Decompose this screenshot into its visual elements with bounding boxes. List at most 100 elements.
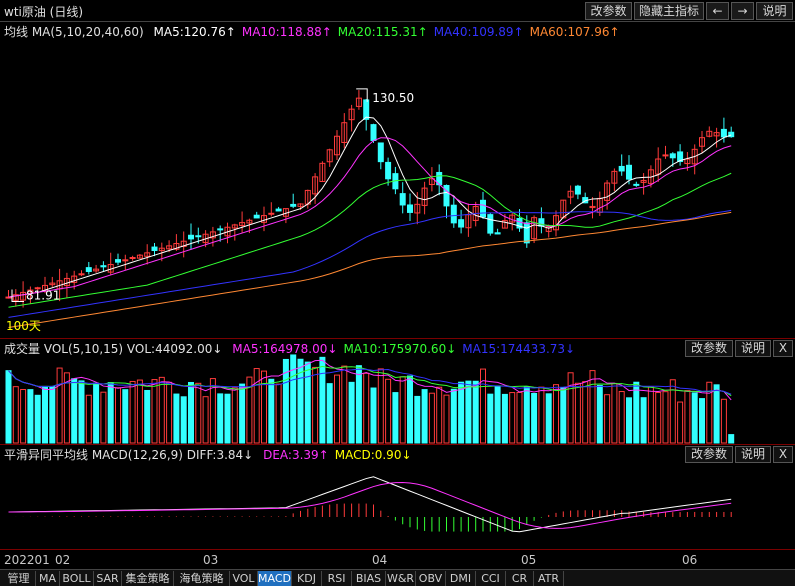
volume-bar: [63, 372, 70, 444]
candle-body: [669, 153, 676, 159]
tab-cr[interactable]: CR: [506, 571, 534, 586]
candle-body: [151, 246, 158, 252]
title-bar: wti原油 (日线) 改参数 隐藏主指标 ← → 说明: [0, 0, 795, 22]
change-params-button[interactable]: 改参数: [585, 2, 632, 20]
tab-boll[interactable]: BOLL: [60, 571, 94, 586]
tab-sar[interactable]: SAR: [94, 571, 122, 586]
candle-body: [363, 99, 370, 120]
candle-body: [239, 222, 246, 226]
low-price-label: 81.91: [26, 288, 60, 302]
tab-ma[interactable]: MA: [36, 571, 60, 586]
macd-legend-prefix: 平滑异同平均线 MACD(12,26,9) DIFF:3.84↓: [4, 448, 254, 462]
volume-bar: [728, 434, 735, 444]
volume-bar: [604, 394, 611, 444]
volume-bar: [531, 392, 538, 444]
volume-bar: [487, 393, 494, 444]
tab-wr[interactable]: W&R: [386, 571, 416, 586]
ma-legend-item-0: MA5:120.76↑: [153, 25, 236, 39]
candle-body: [728, 131, 735, 138]
candle-body: [158, 247, 165, 252]
candle-body: [626, 164, 632, 180]
macd-legend-item-1: MACD:0.90↓: [334, 448, 412, 462]
candle-body: [12, 294, 19, 301]
volume-bar: [115, 387, 121, 444]
volume-bar: [684, 390, 691, 444]
macd-close-icon[interactable]: X: [773, 446, 793, 463]
volume-bar: [56, 367, 63, 444]
macd-change-params-button[interactable]: 改参数: [685, 446, 733, 463]
candle-body: [377, 142, 384, 163]
volume-bar: [261, 370, 267, 444]
volume-panel: 成交量 VOL(5,10,15) VOL:44092.00↓ MA5:16497…: [0, 339, 795, 445]
tab-dmi[interactable]: DMI: [446, 571, 476, 586]
volume-bar: [341, 365, 348, 444]
volume-bar: [399, 376, 406, 444]
tab-vol[interactable]: VOL: [230, 571, 258, 586]
vol-ma15-line: [8, 368, 732, 395]
candle-body: [604, 182, 611, 201]
candle-body: [348, 108, 355, 121]
candle-body: [49, 282, 56, 286]
vol-close-icon[interactable]: X: [773, 340, 793, 357]
vol-change-params-button[interactable]: 改参数: [685, 340, 733, 357]
candle-body: [93, 268, 100, 272]
candle-body: [319, 162, 326, 182]
candle-body: [531, 217, 538, 240]
axis-label: 05: [521, 553, 537, 567]
candle-body: [136, 254, 143, 259]
macd-legend-item-0: DEA:3.39↑: [263, 448, 329, 462]
candle-body: [421, 187, 428, 206]
candle-body: [195, 235, 202, 238]
candle-body: [640, 180, 647, 183]
candle-body: [188, 234, 194, 240]
candle-body: [341, 122, 348, 143]
tab-集金策略[interactable]: 集金策略: [122, 571, 174, 586]
arrow-left-icon[interactable]: ←: [706, 2, 729, 20]
tab-kdj[interactable]: KDJ: [292, 571, 322, 586]
vol-help-button[interactable]: 说明: [735, 340, 771, 357]
hide-main-indicator-button[interactable]: 隐藏主指标: [634, 2, 704, 20]
candle-body: [677, 151, 684, 162]
macd-panel: 平滑异同平均线 MACD(12,26,9) DIFF:3.84↓ DEA:3.3…: [0, 445, 795, 549]
tab-管理[interactable]: 管理: [2, 571, 36, 586]
volume-bar: [282, 358, 289, 444]
tab-atr[interactable]: ATR: [534, 571, 564, 586]
volume-bar: [5, 370, 12, 444]
tab-海龟策略[interactable]: 海龟策略: [174, 571, 230, 586]
candle-body: [115, 259, 121, 263]
candle-body: [691, 148, 698, 165]
candle-body: [428, 178, 435, 185]
axis-label: 02: [55, 553, 71, 567]
candle-body: [275, 208, 282, 212]
volume-bar: [458, 381, 465, 444]
tab-obv[interactable]: OBV: [416, 571, 446, 586]
tab-macd[interactable]: MACD: [258, 571, 292, 586]
volume-bar: [49, 386, 56, 444]
ma-legend-item-4: MA60:107.96↑: [529, 25, 620, 39]
volume-bar: [377, 368, 384, 444]
volume-bar: [268, 378, 275, 444]
ma5-line: [8, 116, 732, 298]
candle-body: [355, 97, 362, 107]
volume-bar: [691, 392, 698, 444]
volume-bar: [85, 394, 92, 444]
candle-body: [209, 231, 216, 239]
candle-body: [312, 176, 319, 195]
volume-bar: [611, 382, 618, 444]
tab-cci[interactable]: CCI: [476, 571, 506, 586]
macd-help-button[interactable]: 说明: [735, 446, 771, 463]
tab-rsi[interactable]: RSI: [322, 571, 352, 586]
volume-bar: [246, 376, 253, 444]
help-button[interactable]: 说明: [756, 2, 793, 20]
ma-legend: 均线 MA(5,10,20,40,60) MA5:120.76↑ MA10:118…: [4, 23, 632, 40]
arrow-right-icon[interactable]: →: [731, 2, 754, 20]
range-label: 100天: [6, 319, 41, 333]
high-marker: [356, 88, 368, 102]
candle-body: [20, 291, 27, 301]
tab-bias[interactable]: BIAS: [352, 571, 386, 586]
low-marker: [11, 289, 24, 302]
vol-ma10-line: [8, 365, 732, 397]
axis-label: 04: [372, 553, 388, 567]
volume-bar: [319, 356, 326, 444]
candle-body: [523, 222, 530, 244]
